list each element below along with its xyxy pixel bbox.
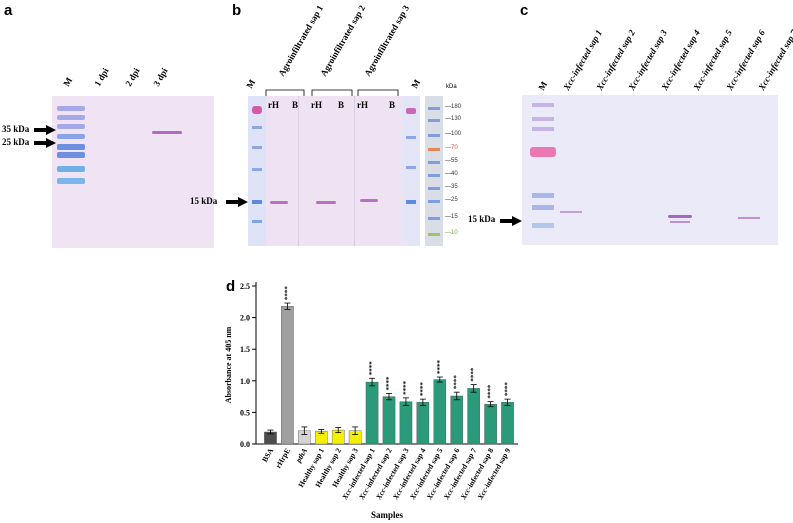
panel-b-blot — [248, 96, 420, 246]
panel-b-ladder-band — [428, 134, 440, 137]
panel-b-ladder-band — [428, 187, 440, 190]
panel-c-arrow-15 — [500, 216, 522, 226]
bar — [484, 403, 497, 445]
panel-b-band-3 — [360, 199, 378, 202]
panel-b-group-2: Agroinfiltrated sap 2 — [318, 3, 368, 78]
panel-b-ladder-label: —15 — [445, 214, 458, 220]
panel-b-ladder-strip — [425, 96, 443, 246]
panel-d-bar-chart: 0.0 0.5 1.0 1.5 2.0 2.5 Absorbance at 405 nm BS… — [224, 282, 518, 520]
panel-b-group-1: Agroinfiltrated sap 1 — [276, 3, 326, 78]
panel-a-letter: a — [4, 2, 13, 19]
y-tick-label: 2.5 — [240, 282, 250, 291]
panel-b-ladder-label: —130 — [445, 116, 462, 122]
panel-b-band-1 — [270, 201, 288, 204]
bar — [382, 396, 396, 445]
bar — [365, 381, 379, 445]
panel-a-blot — [52, 96, 214, 248]
panel-b-ladder-band — [428, 119, 440, 122]
bar — [281, 306, 294, 445]
panel-b-lane-b-3: B — [389, 100, 396, 110]
panel-b-ladder-label: —70 — [445, 145, 458, 151]
panel-b-lane-m-left: M — [244, 77, 258, 90]
panel-b-ladder-band — [428, 233, 440, 236]
x-axis-label: Samples — [371, 510, 404, 520]
panel-b-lane-rh-3: rH — [357, 100, 368, 110]
y-tick-label: 2.0 — [240, 314, 250, 323]
panel-b-ladder-label: —35 — [445, 184, 458, 190]
panel-b-ladder-band — [428, 174, 440, 177]
panel-b-ladder-unit: kDa — [446, 84, 457, 90]
panel-a-lane-2dpi: 2 dpi — [123, 66, 142, 88]
panel-c-lane-m: M — [536, 79, 550, 92]
y-tick-label: 0.0 — [240, 440, 250, 449]
significance-label: **** — [504, 382, 512, 397]
panel-b-lane-rh-2: rH — [311, 100, 322, 110]
panel-b-lane-b-1: B — [292, 100, 299, 110]
y-tick-label: 1.5 — [240, 345, 250, 354]
bar — [416, 402, 430, 445]
y-tick-label: 1.0 — [240, 377, 250, 386]
panel-b-ladder-band — [428, 148, 440, 151]
panel-c-blot — [522, 95, 778, 245]
panel-a-marker-25: 25 kDa — [2, 137, 30, 147]
panel-b-ladder-label: —55 — [445, 158, 458, 164]
panel-a-band-3dpi — [152, 131, 182, 134]
x-tick-label: rHrpE — [274, 447, 293, 470]
panel-c-letter: c — [520, 2, 529, 19]
panel-a-marker-35: 35 kDa — [2, 124, 30, 134]
significance-label: **** — [436, 360, 444, 375]
panel-a-arrow-35 — [34, 125, 56, 135]
panel-b-lane-rh-1: rH — [268, 100, 279, 110]
bar — [467, 388, 480, 445]
panel-b-ladder-label: —180 — [445, 104, 462, 110]
significance-label: **** — [368, 361, 376, 376]
panel-b-letter: b — [232, 2, 242, 19]
y-tick-label: 0.5 — [240, 408, 250, 417]
panel-b-ladder-label: —40 — [445, 171, 458, 177]
panel-b-ladder-band — [428, 200, 440, 203]
panel-b-brackets — [265, 89, 399, 96]
panel-b-ladder-label: —10 — [445, 230, 458, 236]
panel-b-ladder-label: —100 — [445, 131, 462, 137]
bar — [399, 401, 413, 445]
significance-label: **** — [419, 382, 427, 397]
x-tick-label: pthA — [293, 447, 309, 465]
panel-b-ladder-band — [428, 107, 440, 110]
panel-d-letter: d — [226, 278, 236, 295]
panel-b-group-3: Agroinfiltrated sap 3 — [362, 3, 412, 78]
panel-a-ladder — [57, 104, 85, 196]
panel-a-lane-3dpi: 3 dpi — [151, 66, 170, 88]
significance-label: **** — [487, 384, 495, 399]
bar — [501, 402, 514, 445]
panel-b-ladder-band — [428, 217, 440, 220]
significance-label: **** — [453, 375, 461, 390]
panel-a-lane-m: M — [61, 75, 75, 88]
significance-label: **** — [402, 380, 410, 395]
y-axis-label: Absorbance at 405 nm — [224, 326, 233, 403]
panel-b-ladder-label: —25 — [445, 197, 458, 203]
significance-label: **** — [283, 286, 291, 301]
panel-b-ladder-band — [428, 161, 440, 164]
panel-a-lane-1dpi: 1 dpi — [92, 66, 111, 88]
panel-c-marker-15: 15 kDa — [468, 214, 496, 224]
x-tick-label: BSA — [260, 446, 275, 464]
significance-label: **** — [385, 376, 393, 391]
panel-b-arrow-15 — [226, 197, 248, 207]
bar — [450, 395, 464, 445]
panel-b-band-2 — [316, 201, 336, 204]
panel-a-arrow-25 — [34, 138, 56, 148]
significance-label: **** — [470, 367, 478, 382]
bar — [433, 379, 447, 445]
panel-c-band-sap5 — [668, 215, 692, 218]
panel-b-lane-b-2: B — [338, 100, 345, 110]
panel-b-marker-15: 15 kDa — [190, 196, 218, 206]
